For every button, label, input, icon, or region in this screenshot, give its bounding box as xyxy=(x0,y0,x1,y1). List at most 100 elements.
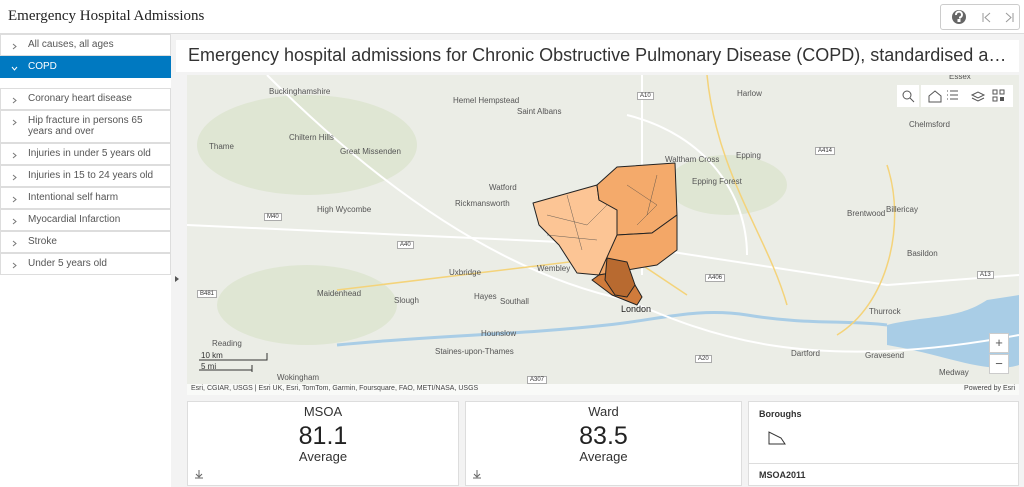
legend-layer: Boroughs xyxy=(759,409,802,419)
sidebar-item[interactable]: Coronary heart disease xyxy=(0,88,171,110)
card-title: Ward xyxy=(588,404,619,419)
chevron xyxy=(12,262,17,269)
road-label: A13 xyxy=(977,271,994,279)
place-label: Great Missenden xyxy=(340,147,401,156)
chevron xyxy=(12,174,17,181)
map[interactable]: 10 km 5 mi Esri, CGIAR, USGS | Esri UK, … xyxy=(187,75,1019,395)
scale-bar xyxy=(199,353,268,372)
road-label: A40 xyxy=(397,241,414,249)
chevron xyxy=(12,240,17,247)
place-label: Chelmsford xyxy=(909,120,950,129)
road-label: A20 xyxy=(695,355,712,363)
attribution: Esri, CGIAR, USGS | Esri UK, Esri, TomTo… xyxy=(191,385,479,392)
place-label: Saint Albans xyxy=(517,107,562,116)
place-label: Uxbridge xyxy=(449,268,482,277)
place-label: Southall xyxy=(500,297,529,306)
chevron xyxy=(12,218,17,225)
item-label: COPD xyxy=(28,61,57,72)
sidebar-item[interactable]: Hip fracture in persons 65 years and ove… xyxy=(0,110,171,143)
sidebar-item[interactable]: COPD xyxy=(0,56,171,78)
place-label: Epping Forest xyxy=(692,177,742,186)
item-label: Injuries in under 5 years old xyxy=(28,148,151,159)
place-label: Thame xyxy=(209,142,234,151)
chevron xyxy=(12,196,17,203)
item-label: Hip fracture in persons 65 years and ove… xyxy=(28,115,143,137)
toolbar-icons[interactable] xyxy=(941,5,1021,31)
download-icon[interactable] xyxy=(473,470,481,479)
place-label: Wokingham xyxy=(277,373,320,382)
place-label: Dartford xyxy=(791,349,820,358)
card-caption: Average xyxy=(298,449,348,464)
place-label: Hemel Hempstead xyxy=(453,96,520,105)
road-label: A414 xyxy=(815,147,836,155)
legend-layer: MSOA2011 xyxy=(759,470,806,480)
sidebar-item[interactable]: All causes, all ages xyxy=(0,34,171,56)
zoom-out[interactable]: − xyxy=(989,354,1009,374)
place-label: Harlow xyxy=(737,89,762,98)
place-label: London xyxy=(621,304,652,314)
zoom-in[interactable]: + xyxy=(989,333,1009,353)
place-label: Buckinghamshire xyxy=(269,87,331,96)
place-label: Hounslow xyxy=(481,329,517,338)
card-value: 81.1 xyxy=(298,422,348,450)
map-tools[interactable] xyxy=(897,85,1013,107)
sidebar: All causes, all ages COPD Coronary heart d… xyxy=(0,34,171,487)
place-label: Brentwood xyxy=(847,209,886,218)
place-label: Epping xyxy=(736,151,761,160)
sidebar-item[interactable]: Injuries in under 5 years old xyxy=(0,143,171,165)
place-label: Maidenhead xyxy=(317,289,362,298)
place-label: Essex xyxy=(949,75,971,81)
item-label: Coronary heart disease xyxy=(28,93,132,104)
card-caption: Average xyxy=(579,449,628,464)
place-label: Hayes xyxy=(474,292,497,301)
item-label: Myocardial Infarction xyxy=(28,214,121,225)
collapse-toggle[interactable] xyxy=(174,275,180,283)
sidebar-item[interactable]: Stroke xyxy=(0,231,171,253)
sidebar-item[interactable]: Under 5 years old xyxy=(0,253,171,275)
scale-km: 10 km xyxy=(201,351,223,360)
place-label: High Wycombe xyxy=(317,205,372,214)
place-label: Watford xyxy=(489,183,517,192)
chevron xyxy=(12,97,17,104)
legend-symbol xyxy=(768,431,786,445)
sidebar-item[interactable]: Myocardial Infarction xyxy=(0,209,171,231)
road-label: B481 xyxy=(197,290,218,298)
chevron xyxy=(12,119,17,126)
place-label: Chiltern Hills xyxy=(289,133,334,142)
chevron xyxy=(12,43,17,50)
map-title: Emergency hospital admissions for Chroni… xyxy=(176,40,1019,72)
chevron xyxy=(11,66,18,71)
place-label: Wembley xyxy=(537,264,571,273)
download-icon[interactable] xyxy=(195,470,203,479)
kpi-card: Ward 83.5 Average xyxy=(465,401,742,486)
card-value: 83.5 xyxy=(579,422,628,450)
place-label: Staines-upon-Thames xyxy=(435,347,514,356)
chevron xyxy=(12,152,17,159)
road-label: A307 xyxy=(527,376,548,384)
place-label: Waltham Cross xyxy=(665,155,720,164)
place-label: Rickmansworth xyxy=(455,199,510,208)
place-label: Thurrock xyxy=(869,307,901,316)
road-label: A406 xyxy=(705,274,726,282)
place-label: Basildon xyxy=(907,249,938,258)
place-label: Medway xyxy=(939,368,969,377)
place-label: Reading xyxy=(212,339,242,348)
kpi-card: MSOA 81.1 Average xyxy=(187,401,459,486)
sidebar-item[interactable]: Intentional self harm xyxy=(0,187,171,209)
road-label: M40 xyxy=(264,213,282,221)
powered-by: Powered by Esri xyxy=(964,385,1015,392)
sidebar-item[interactable]: Injuries in 15 to 24 years old xyxy=(0,165,171,187)
attribution-bar: Esri, CGIAR, USGS | Esri UK, Esri, TomTo… xyxy=(187,384,1019,395)
scale-mi: 5 mi xyxy=(201,362,217,371)
place-label: Slough xyxy=(394,296,419,305)
basemap xyxy=(187,75,1019,372)
toolbar xyxy=(940,4,1020,30)
legend-panel: Boroughs MSOA2011 xyxy=(748,401,1019,486)
road-label: A10 xyxy=(637,92,654,100)
item-label: Intentional self harm xyxy=(28,192,119,203)
header: Emergency Hospital Admissions xyxy=(0,0,1024,34)
item-label: Injuries in 15 to 24 years old xyxy=(28,170,154,181)
item-label: Under 5 years old xyxy=(28,258,107,269)
item-label: All causes, all ages xyxy=(28,39,114,50)
